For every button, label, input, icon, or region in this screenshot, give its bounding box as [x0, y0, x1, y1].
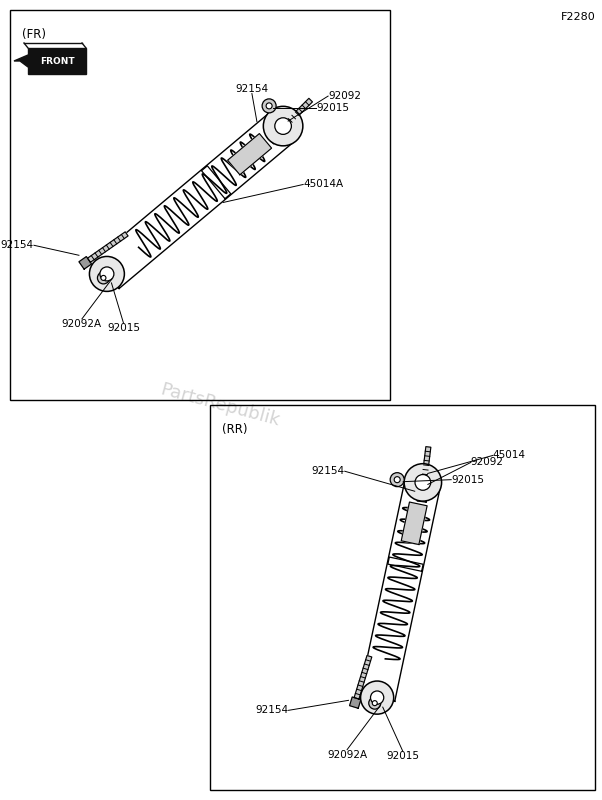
Text: 92092: 92092	[328, 91, 361, 101]
Text: 92092: 92092	[471, 458, 504, 467]
Text: PartsRepublik: PartsRepublik	[158, 380, 282, 430]
Text: 92092A: 92092A	[62, 319, 102, 329]
Circle shape	[90, 257, 125, 291]
Circle shape	[415, 474, 431, 490]
Text: (FR): (FR)	[22, 28, 46, 41]
Circle shape	[361, 681, 394, 714]
Circle shape	[100, 267, 114, 281]
Circle shape	[263, 106, 303, 146]
Circle shape	[370, 691, 383, 704]
Bar	[210, 405, 595, 790]
Text: 92154: 92154	[235, 83, 268, 94]
Circle shape	[404, 464, 442, 501]
Polygon shape	[79, 257, 92, 269]
Polygon shape	[275, 98, 312, 136]
Polygon shape	[402, 502, 427, 545]
Circle shape	[394, 477, 400, 482]
Circle shape	[266, 103, 272, 109]
Text: 92015: 92015	[316, 103, 349, 113]
Circle shape	[390, 473, 404, 486]
FancyBboxPatch shape	[28, 48, 86, 74]
Text: 92154: 92154	[1, 240, 34, 250]
Text: FRONT: FRONT	[40, 57, 74, 66]
Polygon shape	[14, 55, 28, 67]
Bar	[10, 10, 390, 400]
Text: 45014A: 45014A	[303, 179, 343, 190]
Text: (RR): (RR)	[222, 423, 247, 436]
Circle shape	[98, 272, 110, 284]
Text: 92154: 92154	[255, 706, 288, 715]
Circle shape	[372, 701, 377, 706]
Circle shape	[275, 118, 291, 134]
Text: 92154: 92154	[312, 466, 345, 476]
Circle shape	[369, 697, 380, 709]
Text: 92015: 92015	[107, 323, 140, 333]
Text: 92015: 92015	[451, 474, 484, 485]
Text: 92092A: 92092A	[327, 750, 367, 759]
Polygon shape	[87, 232, 128, 262]
Polygon shape	[354, 655, 372, 699]
Polygon shape	[267, 131, 280, 143]
Circle shape	[101, 275, 106, 281]
Polygon shape	[417, 492, 427, 502]
Text: 45014: 45014	[493, 450, 526, 461]
Polygon shape	[420, 446, 431, 493]
Circle shape	[262, 99, 276, 113]
Polygon shape	[350, 697, 361, 708]
Text: F2280: F2280	[561, 12, 596, 22]
Polygon shape	[228, 134, 272, 174]
Text: 92015: 92015	[386, 751, 419, 761]
